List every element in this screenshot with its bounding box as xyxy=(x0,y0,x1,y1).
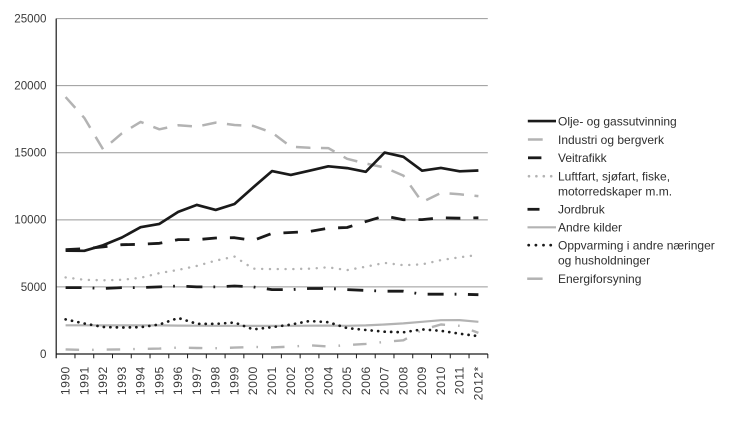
svg-text:2002: 2002 xyxy=(284,366,298,395)
svg-text:Oppvarming i andre næringer: Oppvarming i andre næringer xyxy=(558,239,715,253)
svg-text:1996: 1996 xyxy=(171,366,185,395)
svg-text:2001: 2001 xyxy=(265,366,279,395)
svg-text:Luftfart, sjøfart, fiske,: Luftfart, sjøfart, fiske, xyxy=(558,170,670,184)
svg-text:1993: 1993 xyxy=(115,366,129,395)
svg-text:1991: 1991 xyxy=(77,366,91,395)
svg-text:1997: 1997 xyxy=(190,366,204,395)
svg-text:2008: 2008 xyxy=(396,366,410,395)
svg-text:2009: 2009 xyxy=(415,366,429,395)
svg-text:1999: 1999 xyxy=(228,366,242,395)
svg-text:25000: 25000 xyxy=(14,13,46,26)
svg-text:2000: 2000 xyxy=(246,366,260,395)
svg-text:2005: 2005 xyxy=(340,366,354,395)
svg-text:1994: 1994 xyxy=(134,366,148,395)
svg-text:0: 0 xyxy=(40,348,46,361)
svg-text:1990: 1990 xyxy=(59,366,73,395)
svg-text:10000: 10000 xyxy=(14,214,46,227)
svg-text:1998: 1998 xyxy=(209,366,223,395)
svg-text:2011: 2011 xyxy=(453,366,467,394)
svg-text:motorredskaper m.m.: motorredskaper m.m. xyxy=(558,184,672,198)
svg-text:Veitrafikk: Veitrafikk xyxy=(558,151,608,165)
svg-text:Industri og bergverk: Industri og bergverk xyxy=(558,133,665,147)
svg-text:Olje- og gassutvinning: Olje- og gassutvinning xyxy=(558,115,677,129)
svg-text:5000: 5000 xyxy=(21,281,47,294)
svg-text:2004: 2004 xyxy=(321,366,335,395)
svg-text:1995: 1995 xyxy=(152,366,166,395)
svg-text:Andre kilder: Andre kilder xyxy=(558,221,622,235)
svg-text:2010: 2010 xyxy=(434,366,448,395)
svg-text:1992: 1992 xyxy=(96,366,110,395)
svg-text:2006: 2006 xyxy=(359,366,373,395)
svg-text:og husholdninger: og husholdninger xyxy=(558,253,650,267)
svg-text:15000: 15000 xyxy=(14,147,46,160)
svg-text:2003: 2003 xyxy=(303,366,317,395)
svg-text:Jordbruk: Jordbruk xyxy=(558,203,606,217)
svg-text:Energiforsyning: Energiforsyning xyxy=(558,272,641,286)
svg-text:2012*: 2012* xyxy=(471,366,485,400)
svg-text:2007: 2007 xyxy=(378,366,392,395)
svg-text:20000: 20000 xyxy=(14,80,46,93)
